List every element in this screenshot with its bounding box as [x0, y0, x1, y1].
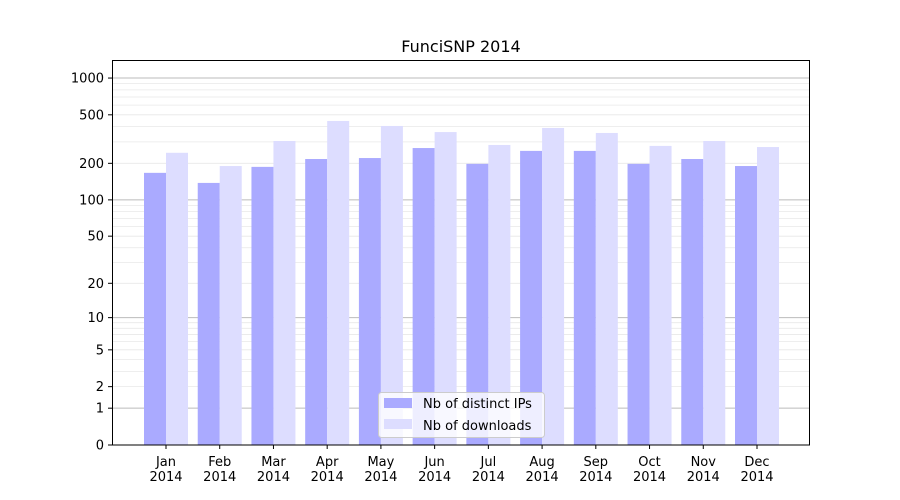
bar-distinct-ips — [735, 166, 757, 446]
y-tick-label: 0 — [96, 439, 104, 454]
bar-downloads — [380, 125, 403, 445]
x-tick-label: Mar 2014 — [257, 455, 290, 485]
x-tick-label: Jun 2014 — [418, 455, 451, 485]
x-tick-label: Sep 2014 — [579, 455, 612, 485]
chart-title: FunciSNP 2014 — [401, 37, 520, 56]
bar-downloads — [219, 166, 242, 446]
x-tick-label: Jul 2014 — [472, 455, 505, 485]
legend-swatch-downloads — [384, 419, 412, 429]
y-tick-label: 200 — [79, 157, 104, 172]
y-tick-label: 500 — [79, 108, 104, 123]
bar-downloads — [488, 144, 511, 445]
bar-downloads — [542, 127, 565, 446]
legend-swatch-ips — [384, 398, 412, 408]
y-tick-label: 50 — [87, 230, 104, 245]
x-tick-label: Aug 2014 — [526, 455, 559, 485]
x-tick-label: Oct 2014 — [633, 455, 666, 485]
y-tick-label: 1 — [96, 402, 104, 417]
bar-downloads — [273, 140, 296, 445]
x-tick-label: Dec 2014 — [740, 455, 773, 485]
bar-downloads — [703, 140, 726, 445]
x-tick-label: Apr 2014 — [311, 455, 344, 485]
bar-downloads — [434, 132, 457, 445]
legend-label-downloads: Nb of downloads — [423, 419, 532, 434]
bar-distinct-ips — [305, 159, 328, 445]
bar-downloads — [595, 132, 618, 445]
bar-downloads — [757, 147, 779, 445]
bar-distinct-ips — [197, 182, 220, 445]
bar-distinct-ips — [358, 158, 381, 446]
y-tick-label: 2 — [96, 380, 104, 395]
y-tick-label: 10 — [87, 311, 104, 326]
bar-distinct-ips — [412, 148, 435, 445]
bar-downloads — [327, 120, 350, 446]
bar-distinct-ips — [681, 159, 704, 445]
bar-distinct-ips — [144, 172, 166, 446]
y-tick-label: 1000 — [71, 72, 104, 87]
y-tick-label: 20 — [87, 277, 104, 292]
bar-distinct-ips — [627, 163, 650, 445]
y-tick-label: 100 — [79, 193, 104, 208]
bar-downloads — [166, 152, 188, 445]
x-tick-label: Feb 2014 — [203, 455, 236, 485]
x-tick-label: Nov 2014 — [687, 455, 720, 485]
plot-frame — [112, 60, 810, 446]
legend-label-ips: Nb of distinct IPs — [423, 397, 532, 412]
x-tick-label: May 2014 — [364, 455, 397, 485]
bar-distinct-ips — [466, 163, 489, 445]
bar-distinct-ips — [251, 166, 274, 446]
legend: Nb of distinct IPs Nb of downloads — [378, 392, 545, 438]
x-tick-label: Jan 2014 — [149, 455, 182, 485]
bar-distinct-ips — [520, 150, 543, 445]
y-tick-label: 5 — [96, 343, 104, 358]
bar-downloads — [649, 145, 672, 446]
bar-distinct-ips — [573, 150, 596, 445]
